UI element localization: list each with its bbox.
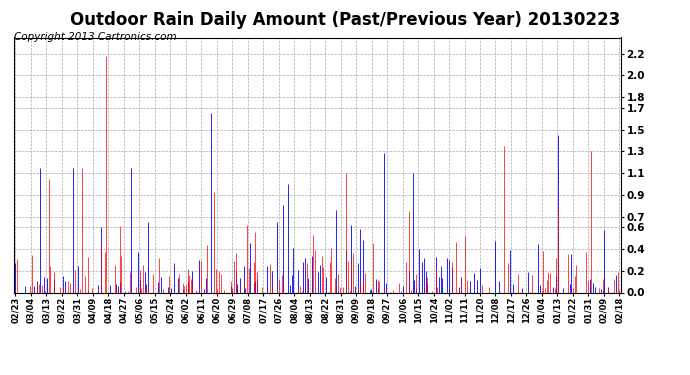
- Text: Outdoor Rain Daily Amount (Past/Previous Year) 20130223: Outdoor Rain Daily Amount (Past/Previous…: [70, 11, 620, 29]
- Text: Copyright 2013 Cartronics.com: Copyright 2013 Cartronics.com: [14, 32, 177, 42]
